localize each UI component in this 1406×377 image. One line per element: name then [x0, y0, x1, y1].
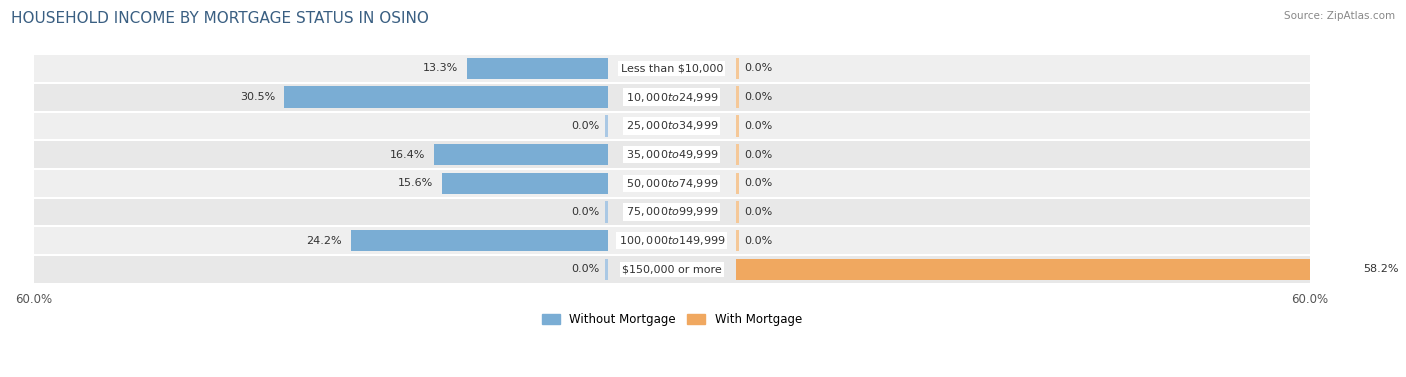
- Bar: [34, 54, 1310, 83]
- Bar: [433, 144, 607, 166]
- Text: 30.5%: 30.5%: [240, 92, 276, 102]
- Text: 15.6%: 15.6%: [398, 178, 433, 188]
- Bar: [735, 144, 738, 166]
- Bar: [605, 115, 607, 136]
- Text: HOUSEHOLD INCOME BY MORTGAGE STATUS IN OSINO: HOUSEHOLD INCOME BY MORTGAGE STATUS IN O…: [11, 11, 429, 26]
- Bar: [34, 112, 1310, 140]
- Bar: [467, 58, 607, 79]
- Bar: [735, 58, 738, 79]
- Text: $25,000 to $34,999: $25,000 to $34,999: [626, 120, 718, 132]
- Bar: [34, 169, 1310, 198]
- Text: 58.2%: 58.2%: [1364, 264, 1399, 274]
- Text: 0.0%: 0.0%: [744, 92, 772, 102]
- Bar: [605, 259, 607, 280]
- Text: $35,000 to $49,999: $35,000 to $49,999: [626, 148, 718, 161]
- Bar: [34, 198, 1310, 226]
- Text: 0.0%: 0.0%: [744, 236, 772, 246]
- Text: $50,000 to $74,999: $50,000 to $74,999: [626, 177, 718, 190]
- Bar: [34, 83, 1310, 112]
- Text: $75,000 to $99,999: $75,000 to $99,999: [626, 205, 718, 219]
- Bar: [34, 140, 1310, 169]
- Text: 0.0%: 0.0%: [744, 150, 772, 159]
- Text: 24.2%: 24.2%: [307, 236, 342, 246]
- Bar: [605, 201, 607, 223]
- Text: Less than $10,000: Less than $10,000: [620, 63, 723, 74]
- Bar: [735, 173, 738, 194]
- Text: 13.3%: 13.3%: [423, 63, 458, 74]
- Bar: [350, 230, 607, 251]
- Bar: [735, 230, 738, 251]
- Bar: [34, 255, 1310, 284]
- Text: 0.0%: 0.0%: [571, 264, 599, 274]
- Text: $100,000 to $149,999: $100,000 to $149,999: [619, 234, 725, 247]
- Bar: [735, 86, 738, 108]
- Text: 0.0%: 0.0%: [571, 207, 599, 217]
- Text: $10,000 to $24,999: $10,000 to $24,999: [626, 91, 718, 104]
- Bar: [284, 86, 607, 108]
- Bar: [34, 226, 1310, 255]
- Text: 16.4%: 16.4%: [389, 150, 425, 159]
- Text: 0.0%: 0.0%: [744, 207, 772, 217]
- Text: 0.0%: 0.0%: [744, 121, 772, 131]
- Text: $150,000 or more: $150,000 or more: [621, 264, 721, 274]
- Text: 0.0%: 0.0%: [571, 121, 599, 131]
- Bar: [441, 173, 607, 194]
- Bar: [735, 115, 738, 136]
- Text: 0.0%: 0.0%: [744, 63, 772, 74]
- Bar: [735, 201, 738, 223]
- Bar: [735, 259, 1355, 280]
- Text: Source: ZipAtlas.com: Source: ZipAtlas.com: [1284, 11, 1395, 21]
- Legend: Without Mortgage, With Mortgage: Without Mortgage, With Mortgage: [537, 308, 807, 330]
- Text: 0.0%: 0.0%: [744, 178, 772, 188]
